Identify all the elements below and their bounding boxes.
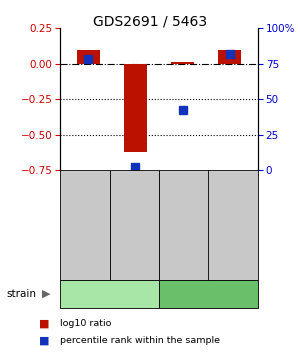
Text: log10 ratio: log10 ratio [60, 319, 111, 329]
Text: wild type: wild type [87, 289, 132, 299]
Text: strain: strain [6, 289, 36, 299]
Bar [76, 50, 100, 64]
Text: GSM176611: GSM176611 [130, 197, 139, 252]
Text: percentile rank within the sample: percentile rank within the sample [60, 336, 220, 345]
Text: ▶: ▶ [42, 289, 51, 299]
Text: GSM176606: GSM176606 [80, 197, 89, 252]
Text: ■: ■ [39, 319, 50, 329]
Text: dominant negative: dominant negative [162, 289, 255, 299]
Text: ■: ■ [39, 336, 50, 346]
Text: GDS2691 / 5463: GDS2691 / 5463 [93, 14, 207, 28]
Bar [171, 62, 194, 64]
Text: GSM175765: GSM175765 [229, 197, 238, 252]
Bar [124, 64, 147, 152]
Text: GSM175764: GSM175764 [179, 197, 188, 252]
Bar [218, 50, 242, 64]
